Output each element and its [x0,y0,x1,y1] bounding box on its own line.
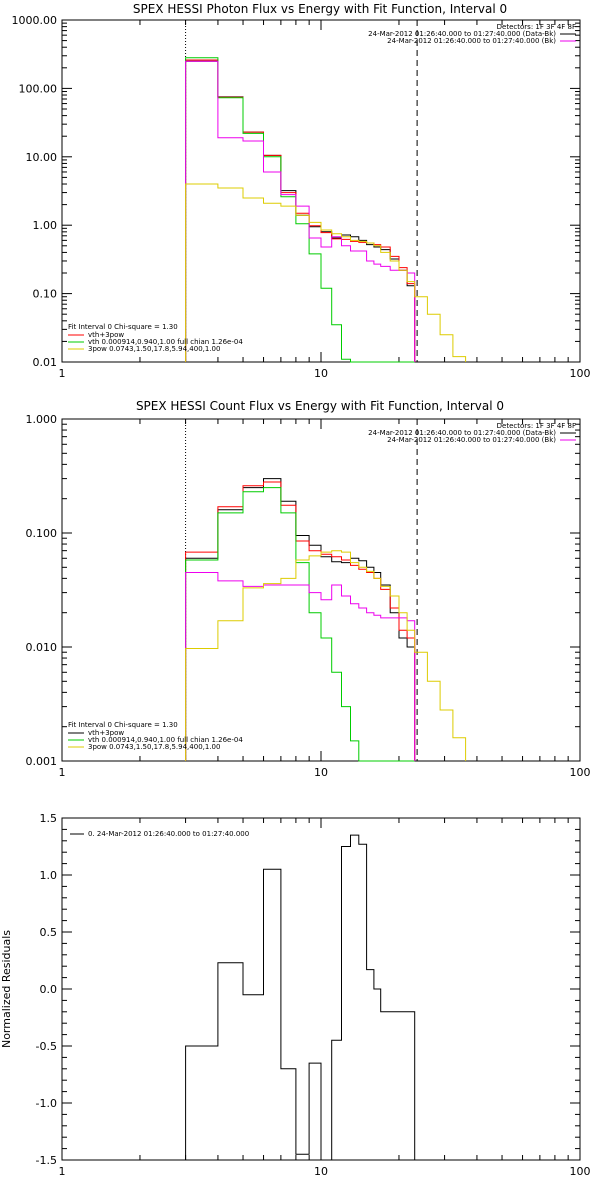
photon-flux-fit-header: Fit Interval 0 Chi-square = 1.30 [68,323,178,331]
photon-flux-ytick-label: 10.00 [26,151,58,164]
count-legend-vth: vth 0.000914,0.940,1.00 full chian 1.26e… [88,736,243,744]
photon-flux-xtick-label: 10 [314,367,328,380]
residuals-ytick-label: 0.5 [40,926,58,939]
residuals-series-residuals [185,834,416,1161]
residuals-ytick-label: 1.0 [40,869,58,882]
photon-flux-title: SPEX HESSI Photon Flux vs Energy with Fi… [133,2,507,16]
count-flux-xtick-label: 100 [570,766,591,779]
count-flux-ytick-label: 1.000 [26,413,58,426]
residuals-ytick-label: 1.5 [40,812,58,825]
count-flux-info-line1: 24-Mar-2012 01:26:40.000 to 01:27:40.000… [368,429,556,437]
photon-legend-vth: vth 0.000914,0.940,1.00 full chian 1.26e… [88,338,243,346]
photon-flux-series-bk [185,60,416,362]
count-flux-xtick-label: 10 [314,766,328,779]
residuals-ytick-label: 0.0 [40,983,58,996]
photon-flux-series-vth [185,57,415,363]
residuals-xtick-label: 10 [314,1165,328,1178]
count-flux-detectors: Detectors: 1F 3F 4F 8F [497,422,576,430]
count-flux-series-vth-3pow [185,481,416,761]
photon-legend-model: vth+3pow [88,331,124,339]
photon-flux-xtick-label: 1 [59,367,66,380]
photon-flux-ytick-label: 1.00 [33,219,58,232]
count-flux-axes: 1 10 100 0.001 0.010 0.100 1.000 [26,413,591,779]
count-flux-series-vth [185,487,415,762]
photon-flux-info-line2: 24-Mar-2012 01:26:40.000 to 01:27:40.000… [387,37,556,45]
residuals-axes: 1 10 100 -1.5 -1.0 -0.5 0.0 0.5 1.0 1.5 [36,812,591,1178]
photon-flux-axes: 1 10 100 0.01 0.10 1.00 10.00 100.00 1000.00 [12,14,591,380]
residuals-ylabel: Normalized Residuals [0,930,13,1048]
residuals-xtick-label: 1 [59,1165,66,1178]
count-flux-ytick-label: 0.010 [26,641,58,654]
photon-flux-frame [61,19,581,363]
photon-flux-info-line1: 24-Mar-2012 01:26:40.000 to 01:27:40.000… [368,30,556,38]
photon-flux-xtick-label: 100 [570,367,591,380]
photon-legend-3pow: 3pow 0.0743,1.50,17.8,5.94,400,1.00 [88,345,220,353]
residuals-ytick-label: -0.5 [36,1040,57,1053]
count-legend-model: vth+3pow [88,729,124,737]
photon-flux-series-vth-3pow [185,59,416,362]
count-flux-title: SPEX HESSI Count Flux vs Energy with Fit… [136,399,504,413]
residuals-legend-entry: 0. 24-Mar-2012 01:26:40.000 to 01:27:40.… [88,830,249,838]
residuals-panel: 1 10 100 -1.5 -1.0 -0.5 0.0 0.5 1.0 1.5 Normalize… [0,812,591,1178]
photon-flux-series-3pow [185,183,467,362]
photon-flux-ytick-label: 0.01 [33,356,58,369]
count-flux-frame [61,418,581,762]
count-flux-ytick-label: 0.001 [26,755,58,768]
count-flux-info-line2: 24-Mar-2012 01:26:40.000 to 01:27:40.000… [387,436,556,444]
residuals-xtick-label: 100 [570,1165,591,1178]
photon-flux-series [185,20,467,363]
photon-flux-ytick-label: 100.00 [19,82,58,95]
residuals-series [185,834,416,1161]
count-flux-fit-header: Fit Interval 0 Chi-square = 1.30 [68,721,178,729]
count-flux-series [185,419,467,762]
count-legend-3pow: 3pow 0.0743,1.50,17.8,5.94,400,1.00 [88,743,220,751]
photon-flux-ytick-label: 0.10 [33,288,58,301]
photon-flux-series-data-bk [185,60,416,362]
photon-flux-ytick-label: 1000.00 [12,14,58,27]
photon-flux-panel: SPEX HESSI Photon Flux vs Energy with Fi… [12,2,591,380]
count-flux-series-3pow [185,550,467,761]
residuals-ytick-label: -1.0 [36,1097,57,1110]
count-flux-xtick-label: 1 [59,766,66,779]
photon-flux-detectors: Detectors: 1F 3F 4F 8F [497,23,576,31]
count-flux-series-data-bk [185,478,416,761]
residuals-ytick-label: -1.5 [36,1154,57,1167]
count-flux-ytick-label: 0.100 [26,527,58,540]
count-flux-panel: SPEX HESSI Count Flux vs Energy with Fit… [26,399,591,779]
count-flux-series-bk [185,572,416,761]
